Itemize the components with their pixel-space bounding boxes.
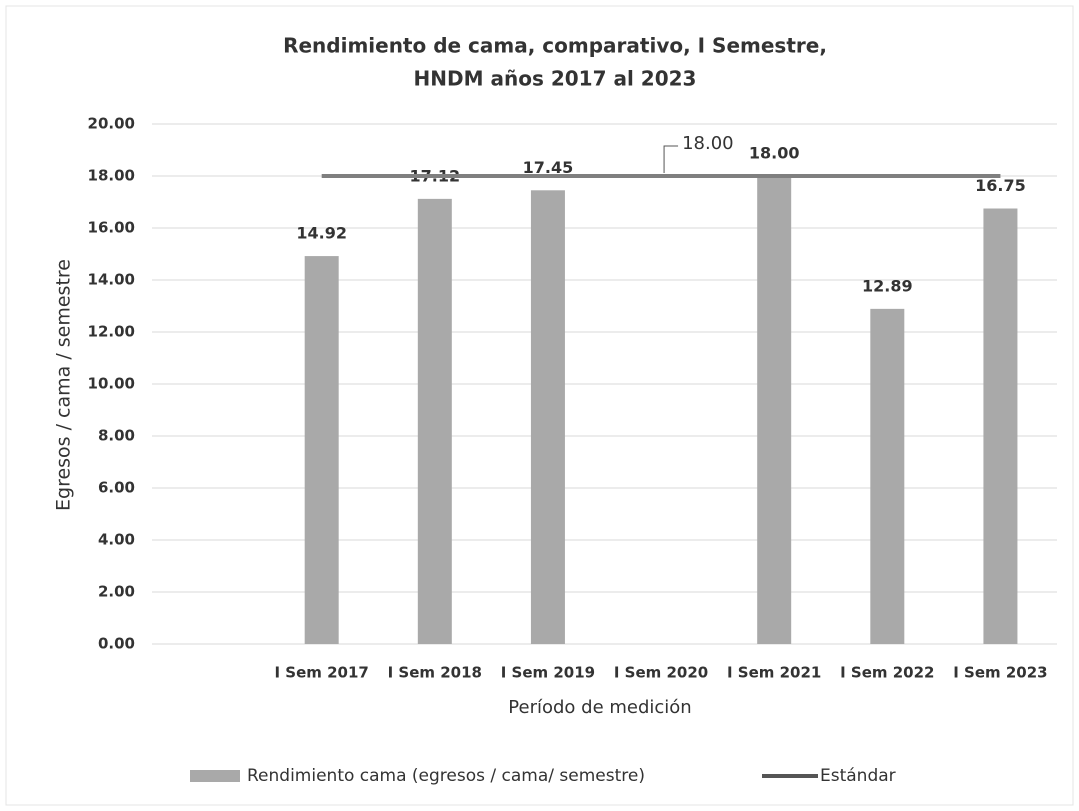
- x-tick-label: I Sem 2022: [840, 664, 934, 682]
- bar: [304, 256, 339, 644]
- data-label: 14.92: [296, 224, 347, 243]
- x-axis-label: Período de medición: [508, 697, 691, 718]
- y-tick-label: 18.00: [88, 167, 135, 185]
- y-tick-label: 6.00: [98, 479, 135, 497]
- x-tick-label: I Sem 2017: [274, 664, 368, 682]
- y-tick-label: 8.00: [98, 427, 135, 445]
- bar: [530, 190, 565, 645]
- legend-label: Rendimiento cama (egresos / cama/ semest…: [247, 766, 645, 786]
- y-tick-label: 12.00: [88, 323, 135, 341]
- y-tick-label: 14.00: [88, 271, 135, 289]
- data-label: 12.89: [862, 276, 913, 295]
- y-tick-label: 16.00: [88, 219, 135, 237]
- x-tick-label: I Sem 2019: [501, 664, 595, 682]
- data-label: 17.45: [523, 158, 574, 177]
- x-tick-label: I Sem 2021: [727, 664, 821, 682]
- chart-title: Rendimiento de cama, comparativo, I Seme…: [283, 34, 827, 58]
- y-tick-label: 20.00: [88, 115, 135, 133]
- x-tick-label: I Sem 2020: [614, 664, 708, 682]
- bar: [417, 198, 452, 644]
- data-label: 18.00: [682, 133, 734, 154]
- y-tick-label: 0.00: [98, 635, 135, 653]
- y-tick-label: 2.00: [98, 583, 135, 601]
- chart-title: HNDM años 2017 al 2023: [414, 67, 697, 91]
- x-tick-label: I Sem 2023: [953, 664, 1047, 682]
- legend-swatch: [190, 770, 240, 782]
- label-callout: [663, 145, 679, 173]
- data-label: 18.00: [749, 144, 800, 163]
- y-axis-label: Egresos / cama / semestre: [53, 259, 75, 511]
- bar: [757, 176, 792, 644]
- y-tick-label: 4.00: [98, 531, 135, 549]
- bar: [983, 208, 1018, 644]
- legend-label: Estándar: [820, 766, 896, 786]
- bar: [870, 308, 905, 644]
- data-label: 16.75: [975, 176, 1026, 195]
- y-tick-label: 10.00: [88, 375, 135, 393]
- x-tick-label: I Sem 2018: [388, 664, 482, 682]
